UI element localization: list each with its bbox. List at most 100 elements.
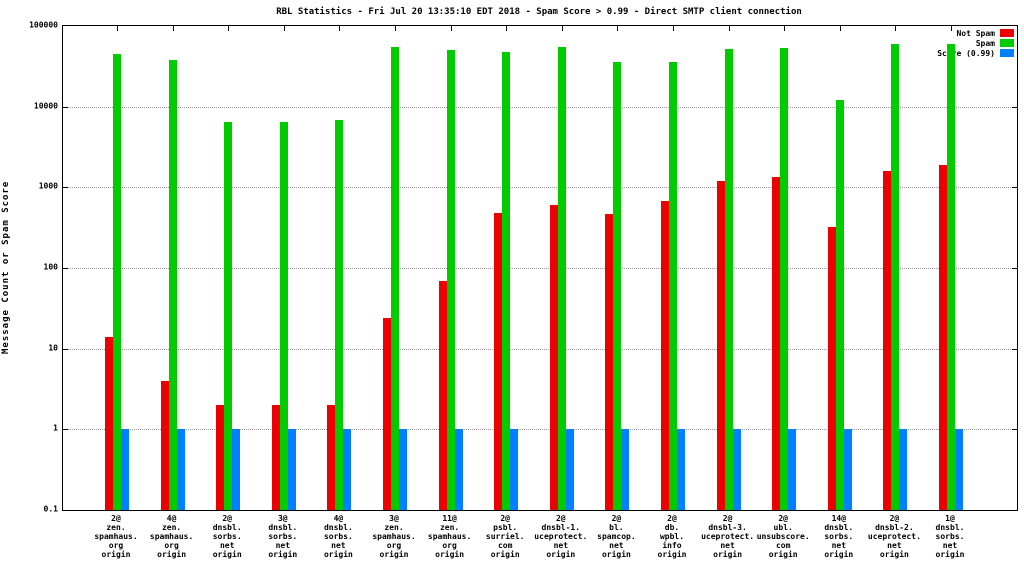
bar-score-0-99 (621, 429, 630, 510)
x-tick-label: 2@ bl. spamcop. net origin (597, 514, 636, 559)
x-tick-label: 2@ dnsbl-3. uceprotect. net origin (701, 514, 755, 559)
axis-tick (63, 429, 68, 431)
x-tick-label: 1@ dnsbl. sorbs. net origin (935, 514, 965, 559)
bar-spam (557, 46, 566, 510)
x-tick-label: 2@ db. wpbl. info origin (657, 514, 687, 559)
axis-tick (617, 26, 619, 31)
bar-not-spam (716, 180, 725, 510)
legend-item: Not Spam (937, 28, 1014, 38)
axis-tick (1012, 187, 1017, 189)
bar-spam (502, 51, 511, 510)
axis-tick (63, 348, 68, 350)
bar-not-spam (772, 176, 781, 510)
bar-spam (335, 120, 344, 510)
axis-tick (1012, 268, 1017, 269)
bar-score-0-99 (287, 429, 296, 510)
x-tick-label: 11@ zen. spamhaus. org origin (427, 514, 472, 559)
x-tick-label: 2@ zen. spamhaus. org origin (94, 514, 138, 559)
chart-title: RBL Statistics - Fri Jul 20 13:35:10 EDT… (276, 7, 802, 17)
legend-item: Score (0.99) (937, 48, 1014, 58)
bar-score-0-99 (677, 429, 685, 510)
bar-score-0-99 (454, 429, 463, 510)
bar-score-0-99 (121, 429, 129, 510)
bar-spam (669, 61, 677, 510)
y-tick-label: 0.1 (43, 504, 58, 514)
y-tick-label: 1 (53, 423, 58, 433)
axis-tick (63, 106, 68, 108)
bar-not-spam (827, 227, 836, 510)
axis-tick (172, 26, 174, 31)
bar-spam (613, 61, 622, 510)
x-tick-label: 3@ dnsbl. sorbs. net origin (268, 514, 298, 559)
y-tick-label: 100000 (29, 20, 58, 30)
plot-area (62, 25, 1018, 511)
axis-tick (561, 26, 563, 31)
x-tick-label: 2@ dnsbl-2. uceprotect. net origin (867, 514, 921, 559)
bar-not-spam (883, 170, 892, 510)
legend-swatch (1000, 49, 1014, 57)
bar-spam (947, 43, 955, 510)
axis-tick (951, 26, 952, 31)
axis-tick (339, 26, 341, 31)
axis-tick (1012, 429, 1017, 431)
axis-tick (63, 268, 68, 269)
bar-not-spam (216, 405, 225, 510)
bar-score-0-99 (788, 429, 797, 510)
y-tick-label: 10 (48, 343, 58, 353)
bar-spam (724, 48, 733, 510)
legend-label: Spam (975, 38, 995, 48)
axis-tick (117, 26, 118, 31)
bar-score-0-99 (176, 429, 185, 510)
bar-score-0-99 (955, 429, 963, 510)
x-tick-label: 2@ dnsbl. sorbs. net origin (212, 514, 242, 559)
x-tick-label: 2@ ubl. unsubscore. com origin (756, 514, 810, 559)
bar-spam (446, 50, 455, 510)
x-axis-ticks: 2@ zen. spamhaus. org origin 4@ zen. spam… (62, 514, 1016, 572)
axis-tick (450, 26, 452, 31)
bar-not-spam (494, 213, 503, 510)
legend-label: Score (0.99) (937, 48, 995, 58)
bar-spam (279, 121, 288, 510)
x-tick-label: 4@ zen. spamhaus. org origin (149, 514, 194, 559)
bar-score-0-99 (510, 429, 519, 510)
axis-tick (395, 26, 396, 31)
grid-line (63, 348, 1017, 350)
x-tick-label: 4@ dnsbl. sorbs. net origin (323, 514, 353, 559)
axis-tick (673, 26, 674, 31)
legend-label: Not Spam (956, 28, 995, 38)
legend-swatch (1000, 39, 1014, 47)
bar-score-0-99 (899, 429, 908, 510)
bar-score-0-99 (399, 429, 407, 510)
axis-tick (1012, 348, 1017, 350)
bar-spam (168, 59, 177, 510)
bar-score-0-99 (565, 429, 574, 510)
bar-score-0-99 (843, 429, 852, 510)
axis-tick (283, 26, 285, 31)
axis-tick (895, 26, 897, 31)
bar-score-0-99 (732, 429, 741, 510)
legend-item: Spam (937, 38, 1014, 48)
bar-spam (835, 100, 844, 510)
x-tick-label: 3@ zen. spamhaus. org origin (372, 514, 416, 559)
axis-tick (839, 26, 841, 31)
bar-not-spam (160, 380, 169, 510)
axis-tick (728, 26, 730, 31)
axis-tick (506, 26, 508, 31)
axis-tick (63, 187, 68, 189)
bar-spam (224, 121, 233, 510)
grid-line (63, 429, 1017, 431)
legend: Not Spam Spam Score (0.99) (937, 28, 1014, 58)
grid-line (63, 106, 1017, 108)
axis-tick (228, 26, 230, 31)
bar-not-spam (327, 405, 336, 510)
y-tick-label: 10000 (33, 101, 58, 111)
legend-swatch (1000, 29, 1014, 37)
bar-score-0-99 (232, 429, 241, 510)
y-tick-label: 100 (43, 262, 58, 272)
y-tick-label: 1000 (38, 181, 58, 191)
bar-spam (891, 43, 900, 510)
bar-not-spam (383, 318, 391, 510)
bar-not-spam (661, 200, 669, 510)
x-tick-label: 2@ psbl. surriel. com origin (485, 514, 525, 559)
